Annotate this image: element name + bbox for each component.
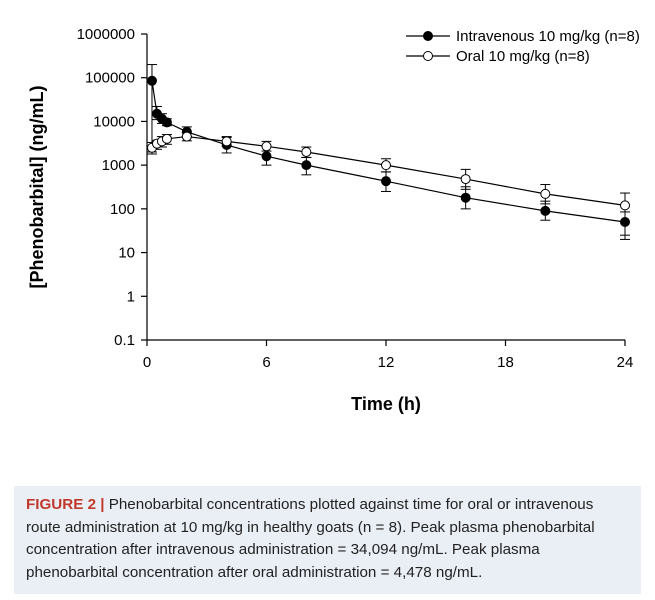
y-tick-label: 1 [127,288,135,305]
legend-item-intravenous: Intravenous 10 mg/kg (n=8) [406,28,640,45]
data-point-intravenous [261,151,272,162]
figure-caption: FIGURE 2 | Phenobarbital concentrations … [14,486,641,594]
x-tick-label: 18 [497,354,514,371]
caption-label: FIGURE 2 | [26,496,105,513]
y-axis-label: [Phenobarbital] (ng/mL) [27,86,47,289]
data-point-oral [381,160,391,171]
chart: 0.1 1 10 100 1000 10000 100000 1000000 0 6 12 18 24… [27,26,640,414]
x-tick-label: 6 [262,354,270,371]
legend-marker-intravenous [423,31,433,41]
legend-marker-oral [423,51,433,61]
data-point-oral [540,188,551,199]
y-tick-label: 10 [118,245,135,262]
data-point-intravenous [146,75,157,86]
data-point-oral [301,146,312,157]
data-point-intravenous [301,160,312,171]
data-point-oral [460,174,471,185]
x-tick-label: 12 [378,354,395,371]
legend: Intravenous 10 mg/kg (n=8) Oral 10 mg/kg… [406,28,640,65]
x-tick-label: 24 [617,354,634,371]
y-tick-label: 10000 [93,113,135,130]
data-point-intravenous [161,117,172,128]
caption-text: Phenobarbital concentrations plotted aga… [26,496,595,581]
series [146,64,630,240]
y-tick-label: 1000000 [77,26,135,43]
series-oral [146,131,630,236]
data-point-intravenous [381,176,391,187]
x-tick-label: 0 [143,354,151,371]
data-point-oral [221,136,232,147]
legend-item-oral: Oral 10 mg/kg (n=8) [406,48,590,65]
y-tick-label: 100000 [85,70,135,87]
data-point-intravenous [460,192,471,203]
y-ticks: 0.1 1 10 100 1000 10000 100000 1000000 [77,26,147,349]
legend-label-oral: Oral 10 mg/kg (n=8) [456,48,590,65]
data-point-oral [161,133,172,144]
y-tick-label: 100 [110,201,135,218]
data-point-oral [181,131,192,142]
x-axis-label: Time (h) [351,394,421,414]
legend-label-intravenous: Intravenous 10 mg/kg (n=8) [456,28,640,45]
y-tick-label: 0.1 [114,332,135,349]
series-intravenous [146,64,630,240]
y-tick-label: 1000 [102,157,135,174]
series-line-intravenous [151,80,626,223]
data-point-oral [261,141,272,152]
x-ticks: 0 6 12 18 24 [143,340,634,371]
data-point-intravenous [540,205,551,216]
data-point-oral [620,200,630,211]
